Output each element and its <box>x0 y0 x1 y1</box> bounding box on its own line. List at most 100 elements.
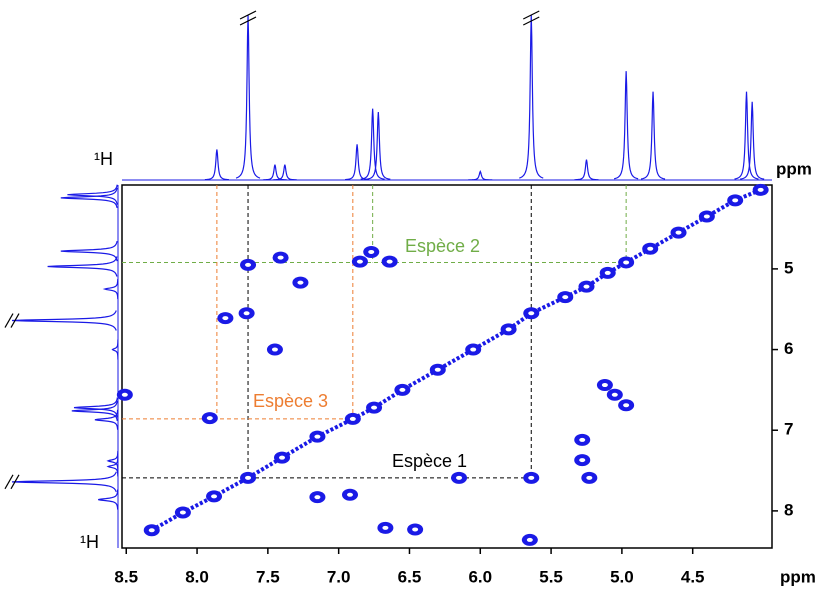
peak-center <box>623 403 630 408</box>
left-projection-peak <box>106 456 119 477</box>
x-tick-label: 8.0 <box>185 567 209 586</box>
top-projection-peak <box>204 149 229 181</box>
peak-center <box>368 249 375 254</box>
x-tick-label: 5.5 <box>539 567 563 586</box>
peak-center <box>505 327 512 332</box>
x-tick-label: 5.0 <box>610 567 634 586</box>
peak-center <box>297 280 304 285</box>
break-mark <box>522 10 540 20</box>
top-projection-peak <box>519 14 544 179</box>
left-projection-peak <box>71 400 118 421</box>
top-projection-peak <box>272 164 297 181</box>
peak-center <box>349 416 356 421</box>
top-projection-peak <box>468 170 493 181</box>
x-tick-label: 6.5 <box>398 567 422 586</box>
peak-center <box>586 475 593 480</box>
peak-center <box>583 284 590 289</box>
peak-center <box>757 187 764 192</box>
break-mark <box>10 474 20 490</box>
peak-center <box>243 311 250 316</box>
x-tick-label: 4.5 <box>681 567 705 586</box>
left-projection-peak <box>11 310 117 331</box>
break-mark <box>239 16 257 26</box>
peak-center <box>245 262 252 267</box>
x-tick-label: 6.0 <box>468 567 492 586</box>
peak-center <box>245 475 252 480</box>
peak-center <box>611 392 618 397</box>
peak-center <box>314 495 321 500</box>
y-tick-label: 5 <box>784 258 793 277</box>
peak-center <box>211 494 218 499</box>
top-projection-peak <box>640 91 666 180</box>
peak-center <box>412 527 419 532</box>
left-projection-peak <box>11 471 117 493</box>
peak-center <box>382 525 389 530</box>
peak-center <box>579 437 586 442</box>
peak-center <box>371 405 378 410</box>
break-mark <box>4 313 14 328</box>
top-projection-peak <box>360 108 385 180</box>
peak-center <box>279 455 286 460</box>
left-projection-peak <box>60 241 118 262</box>
peak-center <box>528 475 535 480</box>
left-projection-peak <box>73 397 118 418</box>
break-mark <box>239 10 257 20</box>
x-axis-label: ppm <box>780 567 816 586</box>
peak-center <box>562 295 569 300</box>
species-label: Espèce 3 <box>253 391 328 411</box>
left-projection-peak <box>98 489 119 510</box>
y-tick-label: 8 <box>784 500 793 519</box>
peak-center <box>601 383 608 388</box>
left-projection-peak <box>47 256 118 277</box>
break-mark <box>4 474 14 490</box>
peak-center <box>206 416 213 421</box>
left-projection-peak <box>111 339 119 360</box>
top-projection-peak <box>734 91 759 180</box>
peak-center <box>356 259 363 264</box>
peak-center <box>399 387 406 392</box>
peak-center <box>526 537 533 542</box>
peak-center <box>386 259 393 264</box>
peak-center <box>222 316 229 321</box>
top-projection-peak <box>366 111 391 180</box>
projection-unit-label: ppm <box>776 159 812 178</box>
peak-center <box>732 198 739 203</box>
break-mark <box>10 313 20 328</box>
top-nucleus-label: ¹H <box>94 149 113 169</box>
peak-center <box>647 246 654 251</box>
x-tick-label: 7.0 <box>327 567 351 586</box>
peak-center <box>456 475 463 480</box>
peak-center <box>703 214 710 219</box>
species-label: Espèce 2 <box>405 236 480 256</box>
left-projection-peak <box>94 409 119 430</box>
left-projection-peak <box>106 450 119 471</box>
peak-center <box>314 434 321 439</box>
peak-center <box>121 392 128 397</box>
y-tick-label: 6 <box>784 339 793 358</box>
peak-center <box>604 270 611 275</box>
top-projection-peak <box>235 14 261 179</box>
top-projection-peak <box>262 164 287 181</box>
plot-frame <box>121 184 773 549</box>
x-tick-label: 7.5 <box>256 567 280 586</box>
peak-center <box>579 458 586 463</box>
top-projection-peak <box>740 101 765 180</box>
left-projection-peak <box>102 279 119 300</box>
peak-center <box>346 492 353 497</box>
x-tick-label: 8.5 <box>114 567 138 586</box>
top-projection-peak <box>574 159 599 181</box>
break-mark <box>522 16 540 26</box>
left-nucleus-label: ¹H <box>80 532 99 552</box>
peak-center <box>623 260 630 265</box>
top-projection-peak <box>345 144 370 181</box>
peak-center <box>675 230 682 235</box>
peak-center <box>434 367 441 372</box>
species-label: Espèce 1 <box>392 451 467 471</box>
peak-center <box>271 347 278 352</box>
top-projection-peak <box>614 71 639 180</box>
left-projection-peak <box>67 184 118 205</box>
peak-center <box>179 510 186 515</box>
peak-center <box>148 528 155 533</box>
left-projection-peak <box>60 187 118 209</box>
